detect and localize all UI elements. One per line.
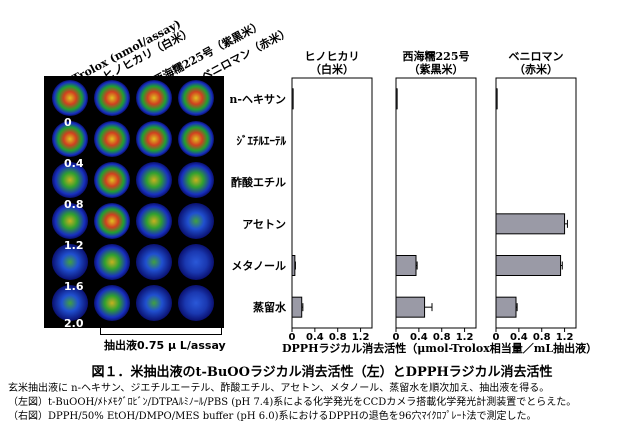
- caption-line-3: （右図）DPPH/50% EtOH/DMPO/MES buffer (pH 6.…: [8, 411, 537, 422]
- plot-frame: [291, 77, 373, 329]
- shared-x-axis-label: DPPHラジカル消去活性（μmol-Trolox相当量／mL抽出液）: [282, 342, 598, 355]
- plot-frame: [395, 77, 477, 329]
- category-label: 酢酸エチル: [231, 175, 286, 189]
- plate-well: [52, 244, 88, 280]
- plate-well: [52, 80, 88, 116]
- plate-well: [136, 203, 172, 239]
- plate-well: [136, 285, 172, 321]
- bar: [291, 296, 303, 318]
- bar: [395, 296, 426, 318]
- plot-frame: [495, 77, 577, 329]
- bar: [495, 255, 562, 276]
- panel-title: 西海糯225号: [403, 49, 470, 63]
- panel-title: ベニロマン: [509, 50, 564, 63]
- plate-well: [52, 162, 88, 198]
- trolox-label-1-2: 1.2: [64, 239, 84, 252]
- x-tick-label: 1.2: [456, 332, 474, 340]
- plate-well: [136, 162, 172, 198]
- category-label: アセトン: [242, 218, 286, 231]
- plate-well: [94, 80, 130, 116]
- trolox-label-1-6: 1.6: [64, 280, 84, 293]
- plate-well: [94, 162, 130, 198]
- plate-well: [136, 121, 172, 157]
- plate-well: [94, 285, 130, 321]
- panel-title: （赤米）: [514, 62, 558, 76]
- plate-well: [178, 285, 214, 321]
- trolox-label-2-0: 2.0: [64, 317, 84, 330]
- caption-line-2: （左図）t-BuOOH/ﾒﾄﾒﾓｸﾞﾛﾋﾞﾝ/DTPAﾙﾐﾉｰﾙ/PBS (pH…: [8, 397, 577, 408]
- trolox-label-0-4: 0.4: [64, 157, 84, 170]
- x-tick-label: 0.4: [306, 332, 324, 340]
- plate-well: [178, 244, 214, 280]
- panel-title: ヒノヒカリ: [305, 50, 360, 63]
- panel-title: （白米）: [310, 62, 354, 76]
- bar: [291, 88, 294, 110]
- caption-line-1: 玄米抽出液に n-ヘキサン、ジエチルエーテル、酢酸エチル、アセトン、メタノール、…: [8, 383, 550, 394]
- plate-well: [52, 285, 88, 321]
- x-tick-label: 0: [493, 332, 500, 340]
- bar: [395, 255, 417, 276]
- category-label: n-ヘキサン: [230, 93, 286, 106]
- plate-well: [52, 121, 88, 157]
- x-tick-label: 0.4: [410, 332, 428, 340]
- bar: [495, 88, 498, 110]
- category-label: ｼﾞｴﾁﾙｴｰﾃﾙ: [237, 134, 287, 148]
- plate-well: [136, 244, 172, 280]
- category-label: メタノール: [231, 260, 286, 273]
- chemiluminescence-plate: 0 0.4 0.8 1.2 1.6 2.0: [44, 76, 224, 330]
- x-tick-label: 0.8: [533, 332, 551, 340]
- plate-well: [136, 80, 172, 116]
- bar: [495, 213, 566, 235]
- x-tick-label: 0: [393, 332, 400, 340]
- x-tick-label: 0: [289, 332, 296, 340]
- x-tick-label: 1.2: [352, 332, 370, 340]
- plate-well: [178, 162, 214, 198]
- plate-wells: [52, 80, 214, 321]
- plate-well: [178, 203, 214, 239]
- figure-title: 図１．米抽出液のt-BuOOラジカル消去活性（左）とDPPHラジカル消去活性: [91, 365, 553, 380]
- plate-well: [94, 244, 130, 280]
- plate-caption: 抽出液0.75 μ L/assay: [104, 339, 226, 352]
- plate-well: [94, 203, 130, 239]
- plate-well: [178, 80, 214, 116]
- bar: [395, 88, 398, 110]
- x-tick-label: 0.8: [329, 332, 347, 340]
- category-label: 蒸留水: [253, 300, 287, 314]
- bar: [495, 296, 517, 318]
- trolox-label-0-8: 0.8: [64, 198, 84, 211]
- plate-bracket: [100, 328, 222, 335]
- plate-well: [52, 203, 88, 239]
- x-tick-label: 0.8: [433, 332, 451, 340]
- trolox-label-0: 0: [64, 116, 72, 129]
- x-tick-label: 0.4: [510, 332, 528, 340]
- plate-well: [178, 121, 214, 157]
- x-tick-label: 1.2: [556, 332, 574, 340]
- plate-well: [94, 121, 130, 157]
- panel-title: （紫黒米）: [409, 62, 464, 76]
- bar: [291, 255, 296, 276]
